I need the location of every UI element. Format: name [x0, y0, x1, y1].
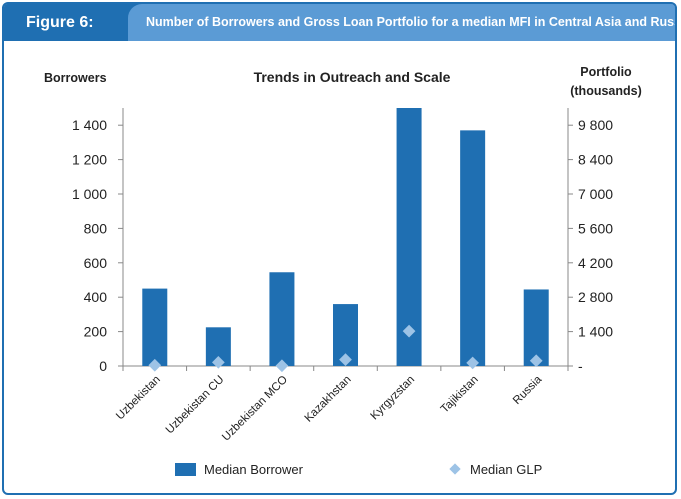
plot-area: 0 200 400 600 800 1 000 1 200 1 400 - 1 400 2 800 4… [72, 108, 613, 444]
right-tick-label: - [578, 358, 583, 374]
x-tick-label: Uzbekistan [114, 374, 163, 423]
bar-median-borrower [396, 108, 422, 366]
point-median-glp [402, 324, 416, 338]
point-median-glp [275, 359, 289, 373]
bar-median-borrower [460, 130, 486, 366]
right-tick-label: 1 400 [578, 324, 613, 340]
legend-swatch-borrower [175, 463, 196, 476]
x-tick-label: Kyrgyzstan [368, 374, 417, 423]
legend-label-borrower: Median Borrower [204, 462, 304, 477]
right-axis-label-line2: (thousands) [570, 84, 642, 98]
right-tick-label: 9 800 [578, 117, 613, 133]
point-median-glp [466, 356, 480, 370]
right-tick-label: 4 200 [578, 255, 613, 271]
figure-label: Figure 6: [4, 4, 124, 41]
figure-header: Figure 6: Number of Borrowers and Gross … [4, 4, 675, 41]
right-tick-label: 7 000 [578, 186, 613, 202]
bar-median-borrower [523, 289, 549, 366]
x-tick-label: Uzbekistan MCO [220, 374, 290, 444]
right-axis-label-line1: Portfolio [580, 65, 632, 79]
left-tick-label: 1 200 [72, 152, 107, 168]
chart-title: Trends in Outreach and Scale [254, 69, 451, 85]
point-median-glp [339, 353, 352, 366]
left-tick-label: 600 [84, 255, 108, 271]
x-tick-label: Kazakhstan [303, 374, 354, 425]
bar-median-borrower [142, 288, 168, 366]
bar-median-borrower [269, 272, 295, 366]
right-tick-label: 8 400 [578, 152, 613, 168]
left-axis-label: Borrowers [44, 71, 107, 85]
right-tick-label: 5 600 [578, 220, 613, 236]
legend: Median Borrower Median GLP [175, 462, 542, 477]
x-tick-label: Russia [511, 373, 545, 407]
legend-marker-glp [449, 463, 461, 475]
left-tick-label: 1 000 [72, 186, 107, 202]
x-tick-label: Tajikistan [439, 374, 481, 416]
left-tick-label: 800 [84, 220, 108, 236]
left-tick-label: 400 [84, 289, 108, 305]
left-tick-label: 0 [99, 358, 107, 374]
left-tick-label: 1 400 [72, 117, 107, 133]
figure-frame: Figure 6: Number of Borrowers and Gross … [2, 2, 677, 495]
right-tick-label: 2 800 [578, 289, 613, 305]
left-tick-label: 200 [84, 324, 108, 340]
x-tick-label: Uzbekistan CU [164, 374, 227, 437]
legend-label-glp: Median GLP [470, 462, 542, 477]
figure-title: Number of Borrowers and Gross Loan Portf… [128, 4, 675, 41]
point-median-glp [148, 358, 162, 372]
point-median-glp [211, 355, 225, 369]
